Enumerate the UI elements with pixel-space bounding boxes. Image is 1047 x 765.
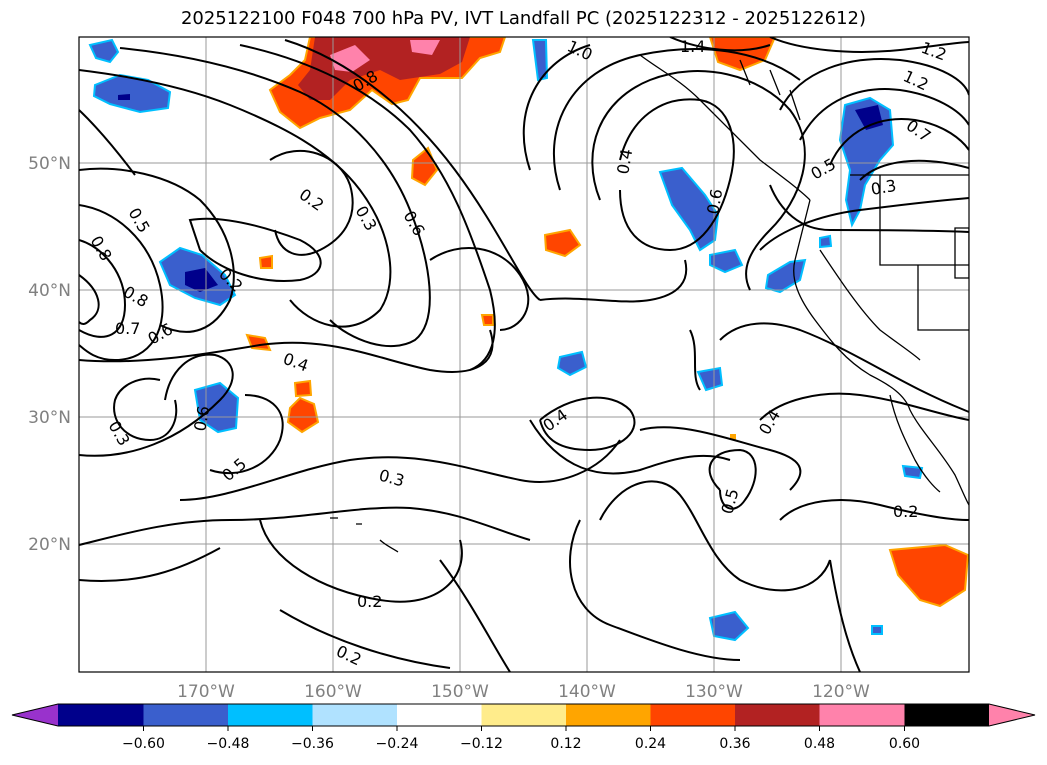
colorbar-segment (312, 704, 397, 726)
lon-label: 120°W (812, 682, 870, 702)
lon-label: 170°W (177, 682, 235, 702)
longitude-labels: 170°W 160°W 150°W 140°W 130°W 120°W (177, 682, 870, 702)
colorbar-tick-label: −0.60 (122, 736, 165, 752)
contour-label: 0.2 (333, 641, 364, 669)
contour-label: 0.4 (755, 406, 784, 438)
colorbar-segment (143, 704, 228, 726)
colorbar-tick-label: 0.60 (889, 736, 920, 752)
contour-label: 0.6 (190, 404, 213, 432)
lat-label: 40°N (28, 281, 71, 301)
contour-label: 0.5 (808, 154, 840, 183)
contour-label: 0.2 (893, 502, 918, 521)
colorbar-tick-label: −0.36 (291, 736, 334, 752)
colorbar-segment (650, 704, 735, 726)
contour-label: 0.3 (377, 466, 407, 491)
contour-label: 0.6 (703, 187, 726, 215)
lat-label: 20°N (28, 535, 71, 555)
colorbar-tick-label: −0.48 (207, 736, 250, 752)
contour-label: 0.6 (400, 208, 429, 240)
colorbar-tick-label: 0.48 (804, 736, 835, 752)
colorbar-tick-label: 0.36 (719, 736, 750, 752)
contour-label: 0.3 (105, 418, 134, 450)
contour-label: 0.8 (87, 233, 116, 265)
pv-contours (79, 37, 969, 672)
colorbar-segment (819, 704, 905, 726)
contour-label: 0.2 (296, 185, 328, 215)
contour-label: 1.4 (680, 37, 705, 56)
colorbar-segment (735, 704, 820, 726)
latitude-labels: 50°N 40°N 30°N 20°N (28, 154, 71, 555)
contour-label: 0.4 (281, 349, 311, 376)
colorbar-segment (566, 704, 651, 726)
contour-label: 1.2 (919, 38, 949, 65)
colorbar-segment (228, 704, 313, 726)
colorbar-segment (481, 704, 566, 726)
lat-label: 30°N (28, 408, 71, 428)
colorbar-segment (904, 704, 989, 726)
colorbar-right-extension (989, 704, 1035, 726)
colorbar-tick-label: −0.12 (460, 736, 503, 752)
lon-label: 140°W (558, 682, 616, 702)
contour-label: 0.5 (718, 487, 743, 517)
plot-content (79, 37, 969, 672)
lon-label: 130°W (685, 682, 743, 702)
map-title: 2025122100 F048 700 hPa PV, IVT Landfall… (180, 8, 867, 29)
colorbar-tick-label: 0.24 (635, 736, 666, 752)
graticule (79, 37, 969, 672)
map-frame (78, 36, 970, 673)
contour-label: 0.4 (613, 147, 636, 175)
lon-label: 160°W (304, 682, 362, 702)
contour-label: 1.0 (564, 36, 595, 64)
coastlines (330, 54, 969, 553)
contour-label: 0.7 (115, 319, 140, 338)
colorbar-tick-label: 0.12 (550, 736, 581, 752)
contour-label: 0.3 (869, 176, 897, 199)
colorbar-outline (11, 703, 1036, 727)
contour-label: 0.2 (357, 592, 382, 611)
contour-label: 0.3 (352, 203, 381, 235)
lon-label: 150°W (431, 682, 489, 702)
colorbar-segment (58, 704, 144, 726)
contour-label: 0.7 (903, 116, 935, 146)
colorbar: −0.60 −0.48 −0.36 −0.24 −0.12 0.12 0.24 … (11, 703, 1036, 752)
contour-label: 0.5 (125, 205, 154, 237)
colorbar-left-extension (12, 704, 58, 726)
colorbar-segment (397, 704, 482, 726)
contour-label: 0.6 (145, 319, 177, 348)
lat-label: 50°N (28, 154, 71, 174)
colorbar-tick-label: −0.24 (376, 736, 419, 752)
contour-label: 0.5 (218, 454, 250, 485)
